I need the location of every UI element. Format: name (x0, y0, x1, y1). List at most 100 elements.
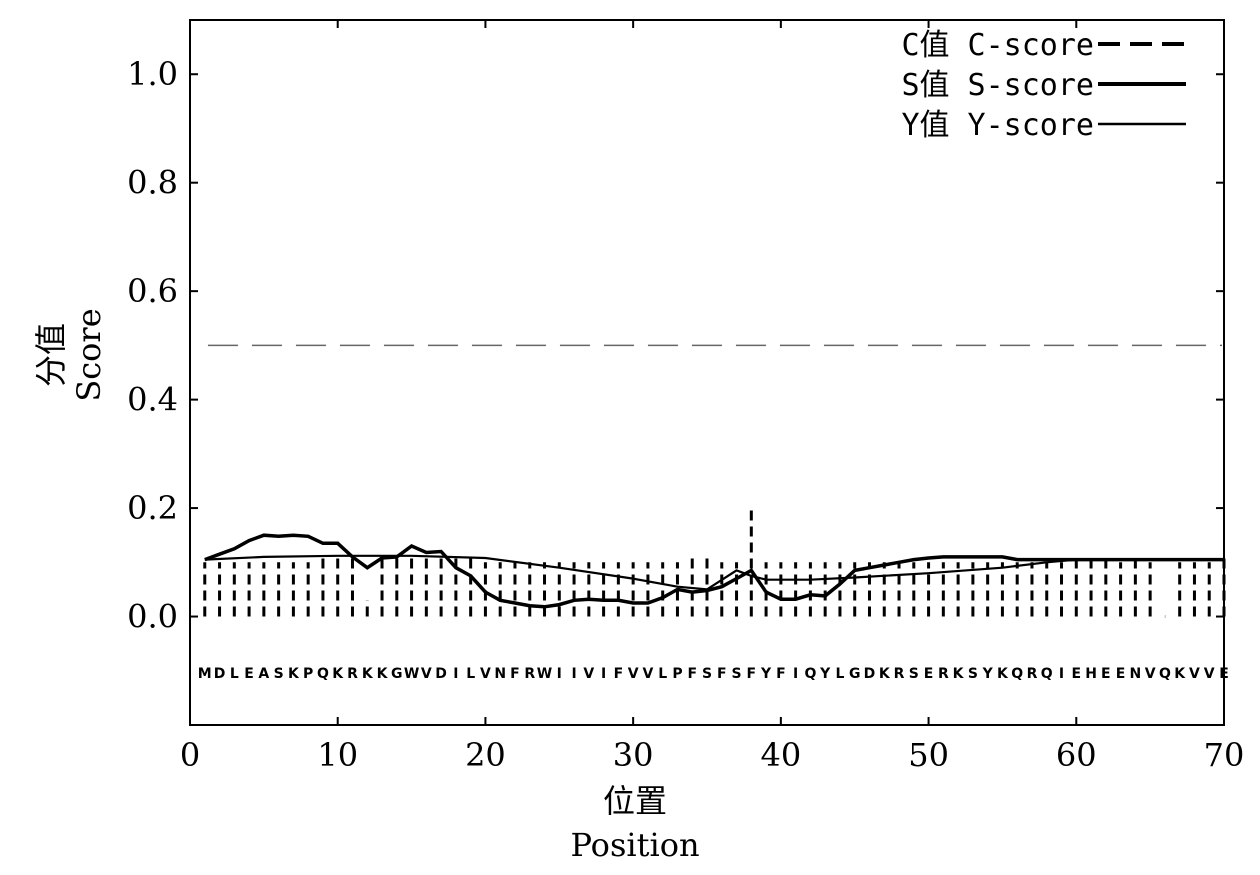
residue-label: F (747, 666, 757, 682)
residue-label: G (849, 666, 861, 682)
residue-label: K (377, 666, 389, 682)
residue-label: D (214, 666, 226, 682)
residue-label: V (1204, 666, 1215, 682)
residue-label: E (1071, 666, 1081, 682)
x-tick-label: 40 (760, 736, 801, 774)
residue-label: V (1145, 666, 1156, 682)
x-tick-label: 50 (908, 736, 949, 774)
x-tick-label: 20 (465, 736, 506, 774)
residue-label: I (453, 666, 458, 682)
x-tick-label: 30 (613, 736, 654, 774)
residue-label: S (968, 666, 978, 682)
residue-label: S (702, 666, 712, 682)
y-tick-label: 0.6 (127, 272, 178, 310)
residue-label: K (953, 666, 965, 682)
residue-label: I (557, 666, 562, 682)
residue-label: S (274, 666, 284, 682)
residue-label: E (924, 666, 934, 682)
y-tick-label: 0.8 (127, 164, 178, 202)
residue-label: S (909, 666, 919, 682)
plot-border (189, 19, 1225, 726)
x-tick-label: 0 (180, 736, 200, 774)
residue-label: E (244, 666, 254, 682)
residue-label: I (571, 666, 576, 682)
x-axis-label: Position (570, 826, 699, 864)
residue-label: F (687, 666, 697, 682)
axis-ticks: 0.0 0.2 0.4 0.6 0.8 1.0 0 10 20 30 40 50 60 70 (127, 20, 1244, 774)
x-axis-label-chinese: 位置 (603, 782, 667, 820)
residue-label: F (717, 666, 727, 682)
x-tick-label: 10 (317, 736, 358, 774)
residue-label: L (658, 666, 667, 682)
line-series-layer (204, 533, 1224, 609)
residue-label: L (230, 666, 239, 682)
residue-label: I (1059, 666, 1064, 682)
y-tick-label: 0.4 (127, 381, 178, 419)
residue-label: G (391, 666, 403, 682)
residue-label: P (303, 666, 313, 682)
legend: C值 C-score S值 S-score Y值 Y-score (901, 28, 1186, 143)
c-score-series (203, 508, 1226, 617)
y-axis-label-chinese: 分值 (32, 323, 70, 387)
residue-label: M (198, 666, 212, 682)
residue-label: S (731, 666, 741, 682)
residue-label: V (421, 666, 432, 682)
residue-label: Q (804, 666, 816, 682)
residue-label: R (524, 666, 535, 682)
residue-label: E (1101, 666, 1111, 682)
residue-label: Y (982, 666, 994, 682)
legend-entry-label: Y值 Y-score (901, 108, 1094, 143)
residue-label: W (404, 666, 419, 682)
residue-label: A (258, 666, 269, 682)
legend-entry-label: C值 C-score (901, 28, 1094, 63)
residue-label: I (601, 666, 606, 682)
residue-label: K (332, 666, 344, 682)
y-score-line (204, 554, 1224, 591)
residue-label: Y (819, 666, 831, 682)
residue-label: F (614, 666, 624, 682)
residue-label: V (583, 666, 594, 682)
residue-label: R (894, 666, 905, 682)
residue-label: K (997, 666, 1009, 682)
residue-label: V (642, 666, 653, 682)
residue-label: W (537, 666, 552, 682)
residue-label: E (1219, 666, 1229, 682)
residue-label: E (1116, 666, 1126, 682)
y-axis-label: Score (70, 308, 108, 401)
legend-entry-label: S值 S-score (901, 68, 1094, 103)
residue-label: Q (1159, 666, 1171, 682)
s-score-line (204, 533, 1224, 609)
residue-label: I (793, 666, 798, 682)
y-tick-label: 0.0 (127, 598, 178, 636)
residue-label: Y (760, 666, 772, 682)
residue-label: V (628, 666, 639, 682)
residue-label: K (288, 666, 300, 682)
residue-label: H (1085, 666, 1097, 682)
residue-label: R (938, 666, 949, 682)
residue-label: Q (317, 666, 329, 682)
residue-label: N (494, 666, 506, 682)
residue-label: V (480, 666, 491, 682)
residue-label: K (1174, 666, 1186, 682)
y-tick-label: 0.2 (127, 489, 178, 527)
x-tick-label: 70 (1204, 736, 1245, 774)
residue-label: R (347, 666, 358, 682)
residue-label: F (510, 666, 520, 682)
y-tick-label: 1.0 (127, 55, 178, 93)
residue-label: V (1189, 666, 1200, 682)
residue-label: Q (1011, 666, 1023, 682)
residue-label: L (466, 666, 475, 682)
residue-label: K (879, 666, 891, 682)
x-tick-label: 60 (1056, 736, 1097, 774)
residue-label: P (672, 666, 682, 682)
residue-label: Q (1041, 666, 1053, 682)
plot-frame (189, 19, 1225, 726)
residue-label: L (835, 666, 844, 682)
residue-label: D (435, 666, 447, 682)
residue-label: D (864, 666, 876, 682)
residue-label: N (1130, 666, 1142, 682)
residue-label: F (776, 666, 786, 682)
residue-label: R (1027, 666, 1038, 682)
